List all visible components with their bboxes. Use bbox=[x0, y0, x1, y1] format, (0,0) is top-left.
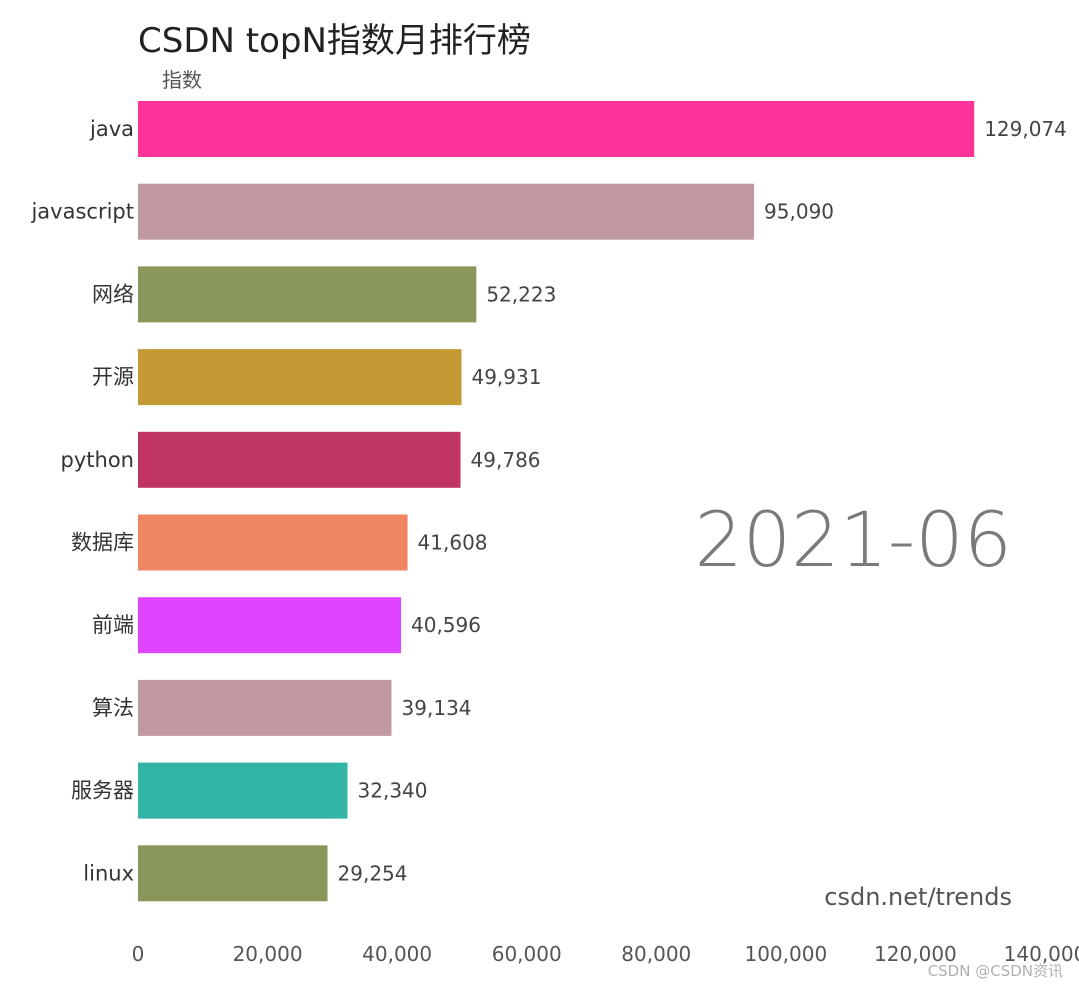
bars-layer: java 129,074 javascript 95,090 网络 52,223 开源 49,… bbox=[30, 101, 1067, 902]
category-label-4: python bbox=[61, 448, 134, 472]
x-tick-label-1: 20,000 bbox=[233, 942, 303, 966]
bar-4 bbox=[138, 431, 461, 488]
value-label-2: 52,223 bbox=[486, 282, 556, 306]
y-axis-label: 指数 bbox=[162, 68, 202, 92]
source-label: csdn.net/trends bbox=[824, 883, 1012, 911]
value-label-6: 40,596 bbox=[411, 613, 481, 637]
bar-2 bbox=[138, 266, 477, 323]
x-tick-label-0: 0 bbox=[132, 942, 145, 966]
bar-8 bbox=[138, 762, 348, 819]
category-label-5: 数据库 bbox=[71, 531, 134, 555]
value-label-9: 29,254 bbox=[338, 861, 408, 885]
x-tick-label-3: 60,000 bbox=[492, 942, 562, 966]
x-tick-label-6: 120,000 bbox=[874, 942, 957, 966]
category-label-2: 网络 bbox=[92, 282, 134, 306]
value-label-8: 32,340 bbox=[358, 779, 428, 803]
bar-6 bbox=[138, 597, 402, 654]
chart-title: CSDN topN指数月排行榜 bbox=[138, 21, 531, 61]
x-tick-label-4: 80,000 bbox=[621, 942, 691, 966]
value-label-7: 39,134 bbox=[402, 696, 472, 720]
x-tick-label-5: 100,000 bbox=[744, 942, 827, 966]
x-tick-label-7: 140,000 bbox=[1004, 942, 1079, 966]
category-label-3: 开源 bbox=[92, 365, 134, 389]
bar-1 bbox=[138, 183, 755, 240]
value-label-5: 41,608 bbox=[418, 531, 488, 555]
x-tick-label-2: 40,000 bbox=[362, 942, 432, 966]
category-label-1: javascript bbox=[30, 200, 134, 224]
bar-3 bbox=[138, 349, 462, 406]
bar-9 bbox=[138, 845, 328, 902]
value-label-0: 129,074 bbox=[984, 117, 1067, 141]
category-label-8: 服务器 bbox=[71, 779, 134, 803]
bar-5 bbox=[138, 514, 408, 571]
category-label-9: linux bbox=[83, 861, 134, 885]
category-label-0: java bbox=[89, 117, 134, 141]
bar-7 bbox=[138, 679, 392, 736]
category-label-6: 前端 bbox=[92, 613, 134, 637]
value-label-3: 49,931 bbox=[471, 365, 541, 389]
category-label-7: 算法 bbox=[92, 696, 134, 720]
value-label-4: 49,786 bbox=[471, 448, 541, 472]
watermark-text: CSDN @CSDN资讯 bbox=[928, 962, 1063, 980]
x-axis-ticks: 0 20,000 40,000 60,000 80,000 100,000 120,000 1… bbox=[132, 942, 1079, 966]
value-label-1: 95,090 bbox=[764, 200, 834, 224]
period-label: 2021-06 bbox=[694, 495, 1012, 584]
bar-0 bbox=[138, 101, 975, 157]
